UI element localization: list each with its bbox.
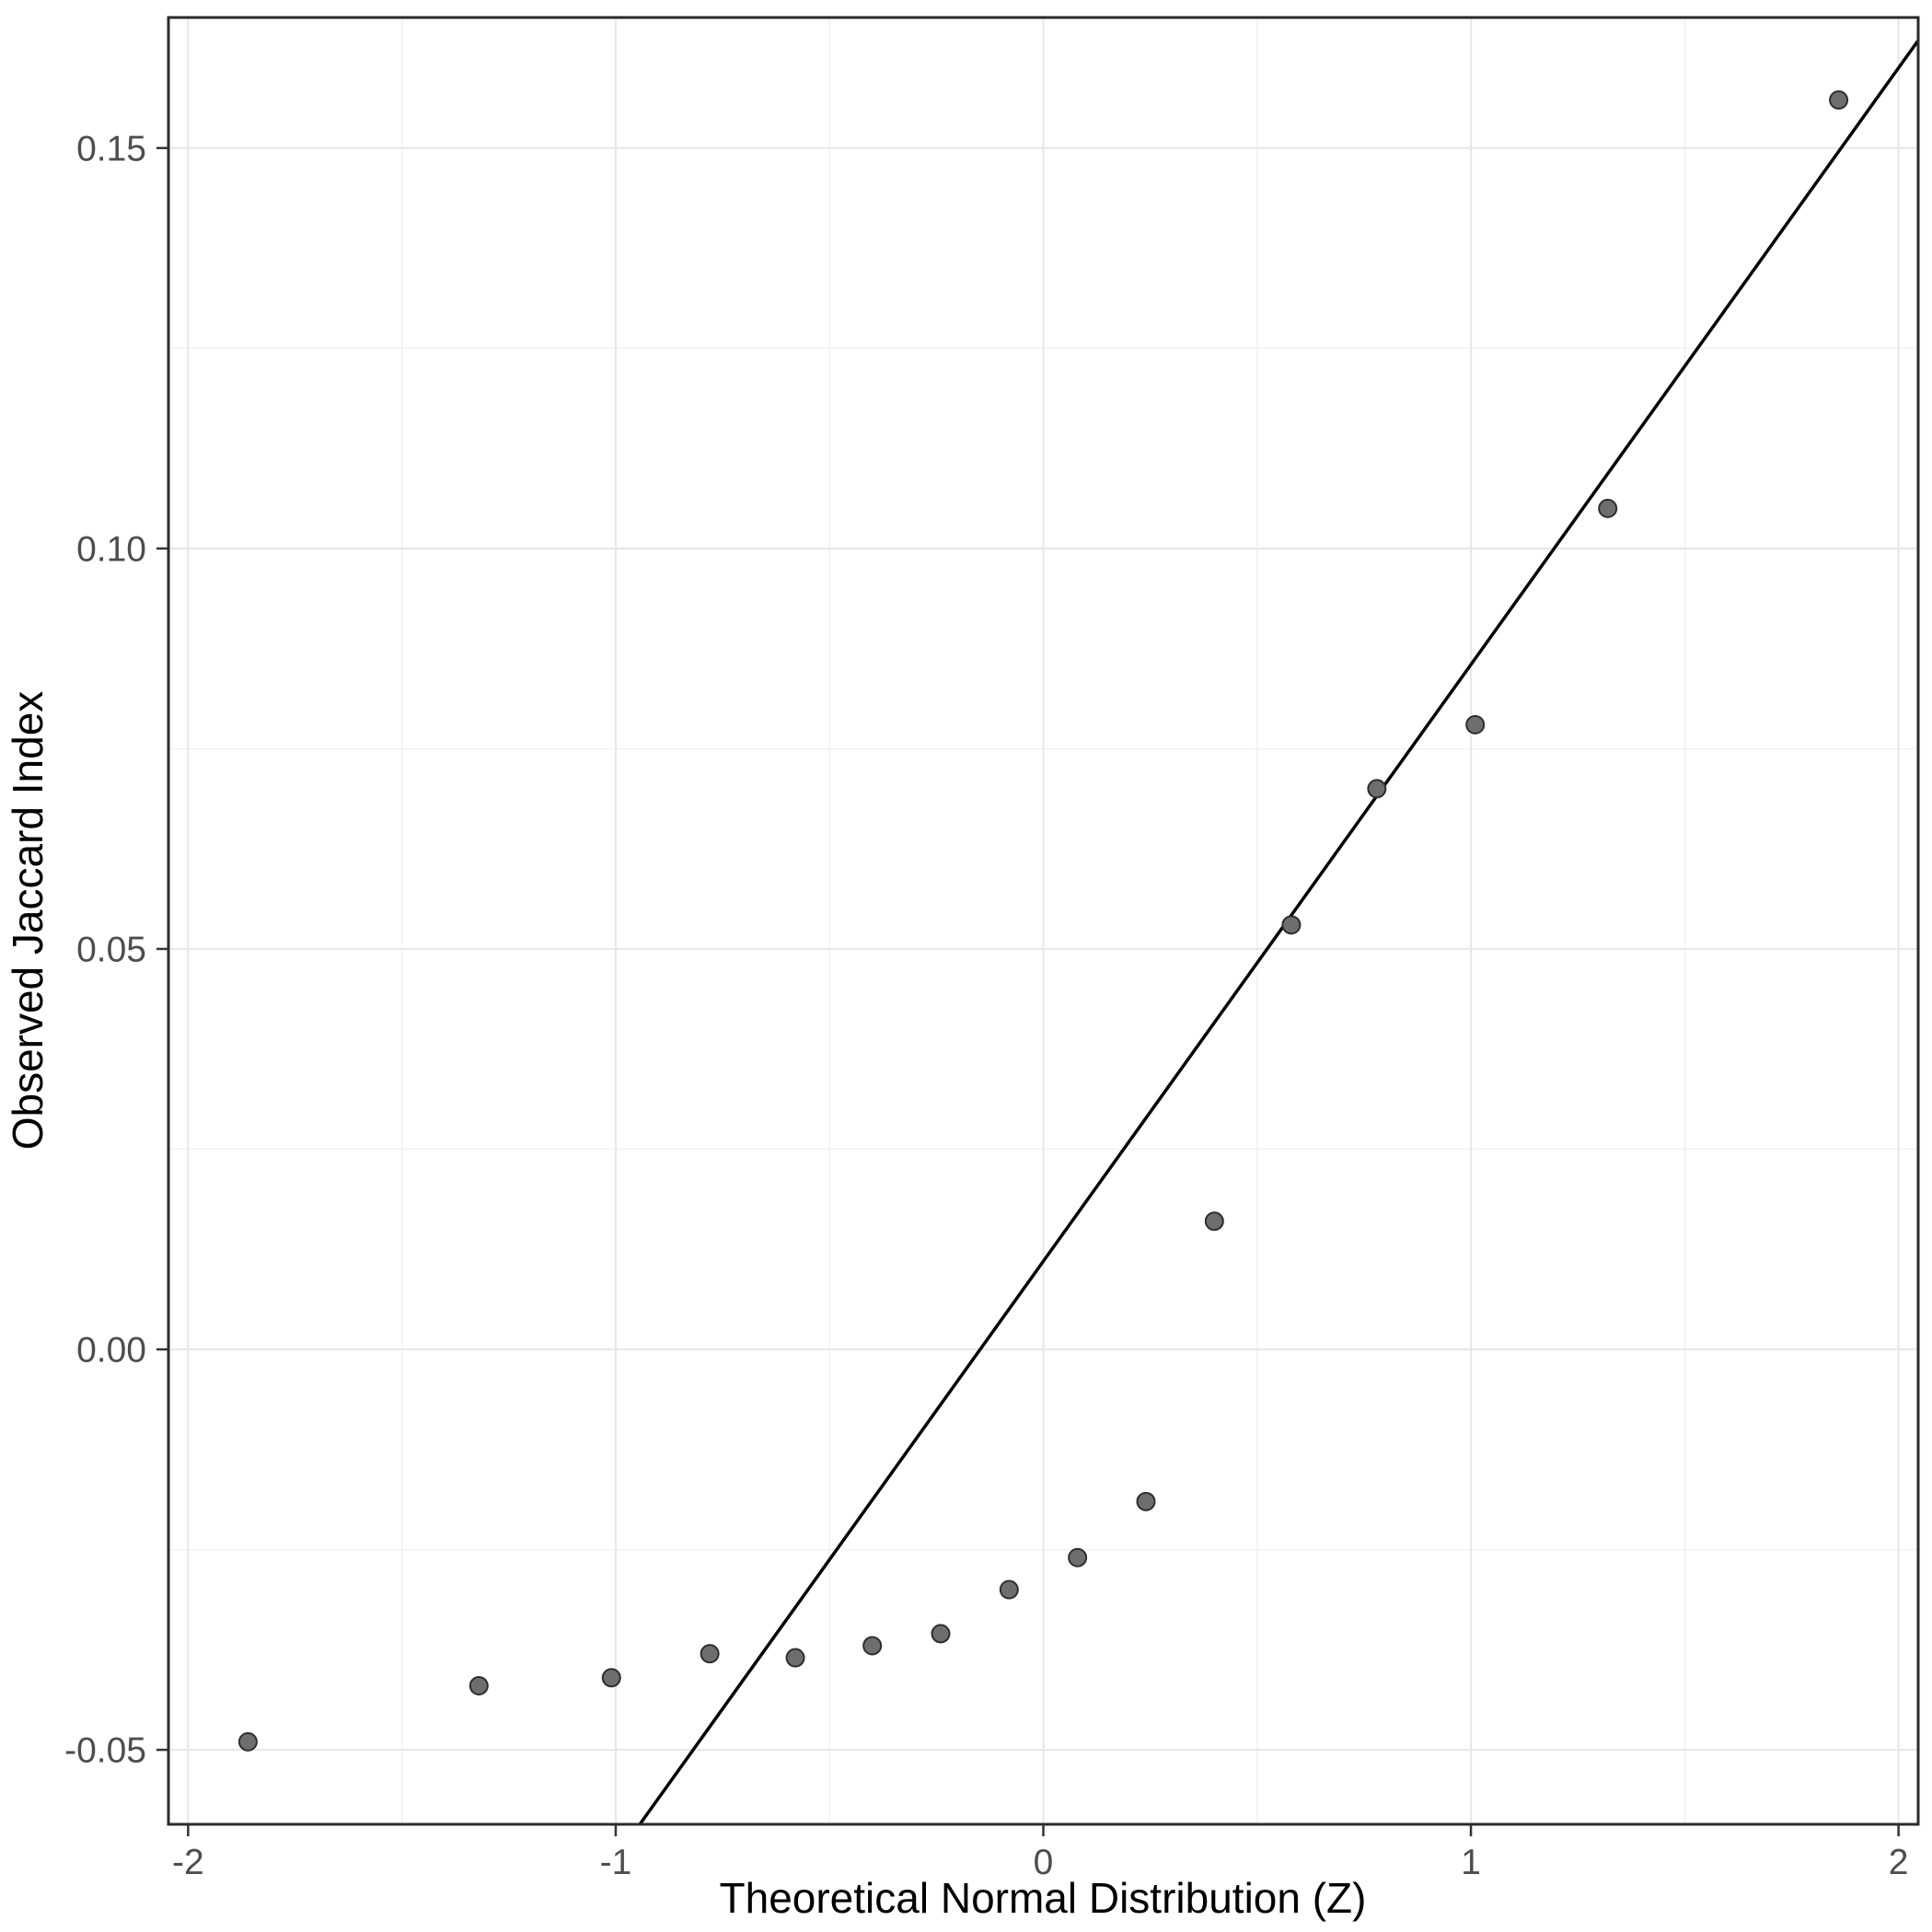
x-axis-title: Theoretical Normal Distribution (Z) — [720, 1874, 1367, 1922]
data-point — [1465, 714, 1486, 735]
data-point — [1367, 779, 1387, 799]
x-tick-label: 1 — [1461, 1843, 1481, 1882]
data-point — [1598, 498, 1618, 518]
y-tick-label: 0.15 — [76, 129, 146, 168]
y-tick-label: -0.05 — [64, 1731, 146, 1771]
data-point — [1068, 1547, 1088, 1568]
x-tick-label: -1 — [600, 1843, 632, 1882]
data-point — [785, 1648, 805, 1668]
plot-panel — [167, 16, 1920, 1826]
y-tick-label: 0.10 — [76, 530, 146, 570]
data-point — [1204, 1211, 1224, 1232]
x-tick-label: 2 — [1889, 1843, 1909, 1882]
x-tick-label: 0 — [1034, 1843, 1054, 1882]
data-point — [700, 1644, 720, 1664]
y-tick-label: 0.05 — [76, 931, 146, 970]
qq-reference-line — [638, 39, 1920, 1826]
data-point — [237, 1731, 258, 1752]
data-point — [1281, 915, 1301, 935]
data-point — [601, 1668, 621, 1688]
data-point — [1829, 90, 1849, 110]
data-point — [862, 1636, 883, 1656]
axes: -2 -1 0 1 2 -0.05 0.00 0.05 0.10 0.15 — [64, 129, 1908, 1882]
data-point — [1136, 1491, 1156, 1511]
y-tick-label: 0.00 — [76, 1331, 146, 1371]
data-point — [469, 1675, 489, 1695]
data-point — [999, 1579, 1019, 1600]
y-axis-title: Observed Jaccard Index — [4, 691, 52, 1151]
x-tick-label: -2 — [172, 1843, 204, 1882]
data-point — [931, 1624, 951, 1644]
